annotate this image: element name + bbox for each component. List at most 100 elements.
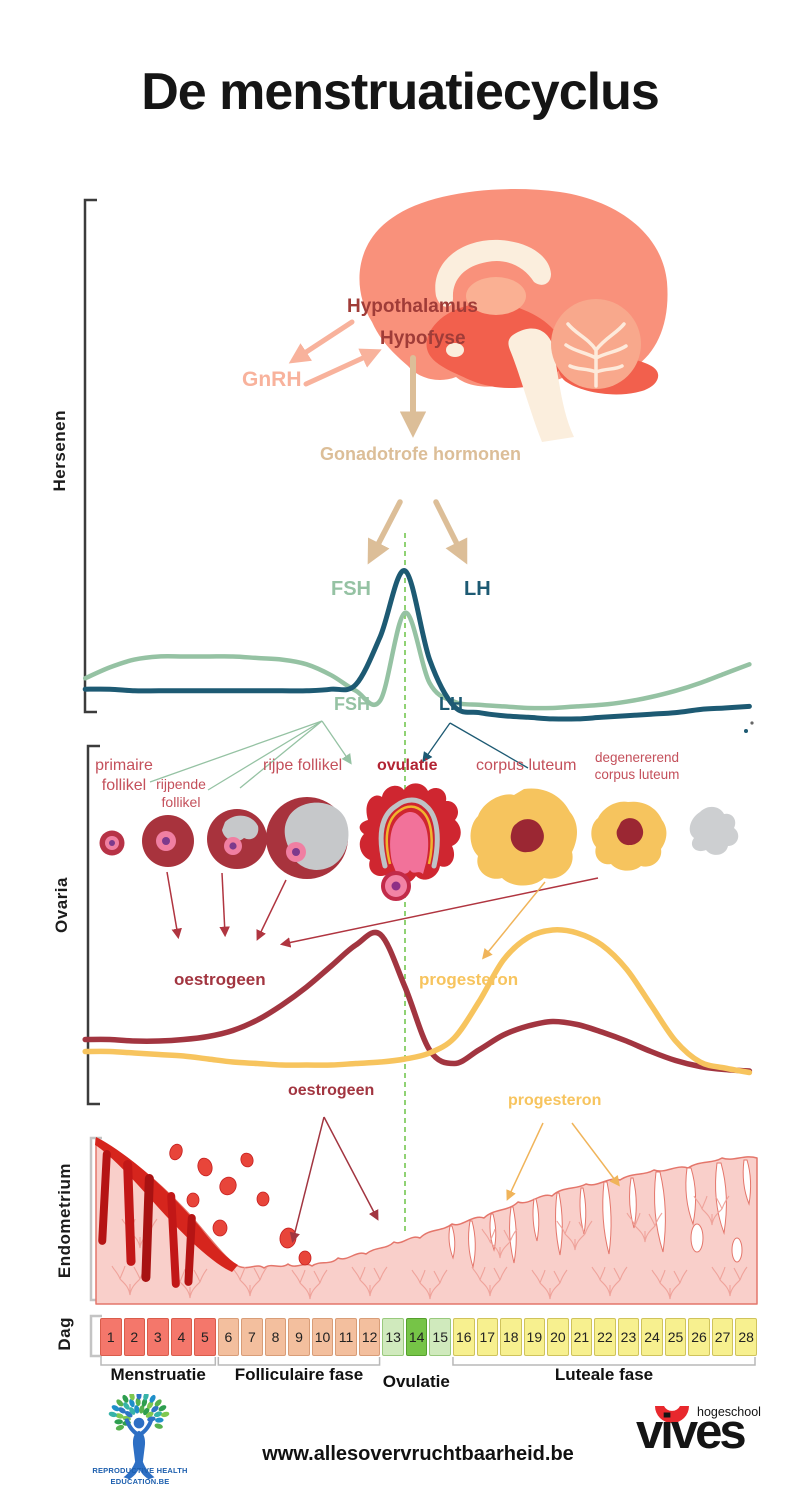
hypothalamus-label: Hypothalamus <box>347 296 478 317</box>
leaf <box>154 1423 163 1429</box>
fsh-fan-lines <box>149 720 352 791</box>
day-cell-9: 9 <box>288 1318 310 1356</box>
stage-label-rijpe-follikel: rijpe follikel <box>263 757 343 774</box>
day-cell-6: 6 <box>217 1318 240 1356</box>
section-label-endometrium: Endometrium <box>55 1163 74 1279</box>
day-cell-8: 8 <box>264 1318 287 1356</box>
day-cell-5: 5 <box>194 1318 216 1356</box>
leaf <box>115 1424 125 1431</box>
endo-progesteron-arrows <box>506 1122 620 1201</box>
vives-logo-text: vives <box>636 1405 747 1459</box>
phase-bracket <box>100 1357 217 1366</box>
day-cell-7: 7 <box>241 1318 263 1356</box>
day-cell-21: 21 <box>570 1318 593 1356</box>
gnrh-label: GnRH <box>242 368 302 391</box>
day-row: 1 2 3 4 5 6 7 8 9 10 11 12 13 14 15 16 17 18 19 20 21 22 23 24 2… <box>100 1318 757 1356</box>
leaf <box>155 1417 164 1423</box>
leaf <box>160 1411 170 1418</box>
corpus-luteum-graphic <box>470 788 577 886</box>
leaf <box>149 1394 156 1403</box>
gonadotrofe-arrows <box>367 499 468 565</box>
tree-figure <box>123 1417 155 1480</box>
day-cell-4: 4 <box>170 1318 193 1356</box>
leaf <box>141 1398 148 1407</box>
day-cell-20: 20 <box>547 1318 569 1356</box>
fsh-label-below: FSH <box>334 694 370 714</box>
ovaria-bracket <box>86 744 100 1106</box>
leaf <box>111 1405 120 1412</box>
endo-oestrogeen-arrows <box>289 1116 379 1244</box>
stage-label-ovulatie: ovulatie <box>377 757 438 774</box>
leaf <box>122 1394 129 1403</box>
phase-label-luteale-fase: Luteale fase <box>554 1365 654 1384</box>
primaire-follikel-graphic <box>99 830 125 856</box>
ovulatie-graphic <box>359 783 461 901</box>
oestrogeen-source-arrows <box>166 871 599 948</box>
day-cell-25: 25 <box>664 1318 687 1356</box>
degenerated-remnant-graphic <box>689 806 739 855</box>
vives-smile-icon <box>655 1406 689 1423</box>
stray-teal-mark <box>744 729 748 733</box>
phase-brackets <box>100 1357 756 1366</box>
gnrh-arrows <box>288 319 382 387</box>
leaf <box>143 1394 149 1401</box>
day-cell-18: 18 <box>500 1318 522 1356</box>
leaf <box>129 1394 135 1401</box>
leaf <box>116 1399 124 1407</box>
lh-label: LH <box>464 578 491 600</box>
oestrogeen-label-endo: oestrogeen <box>288 1082 375 1099</box>
follikel-2-graphic <box>142 815 194 867</box>
leaf <box>139 1405 145 1414</box>
leaf <box>153 1411 163 1418</box>
leaf <box>134 1405 140 1414</box>
stage-label-rijpende-follikel: rijpende follikel <box>156 776 206 810</box>
rijpe-follikel-graphic <box>266 797 349 879</box>
phase-bracket <box>452 1357 756 1366</box>
page-title: De menstruatiecyclus <box>141 63 660 121</box>
hypofyse-label: Hypofyse <box>380 328 466 349</box>
lh-fan-lines <box>422 722 529 769</box>
stage-label-corpus-luteum: corpus luteum <box>476 757 577 774</box>
progesteron-label-ovaria: progesteron <box>419 970 519 989</box>
menstruation-blood <box>95 1137 312 1288</box>
day-cell-11: 11 <box>335 1318 357 1356</box>
day-cell-23: 23 <box>617 1318 640 1356</box>
day-cell-3: 3 <box>147 1318 169 1356</box>
day-cell-2: 2 <box>123 1318 146 1356</box>
leaf <box>135 1397 141 1407</box>
day-cell-17: 17 <box>476 1318 499 1356</box>
vives-hogeschool-label: hogeschool <box>697 1405 761 1419</box>
ovarian-hormone-curves <box>82 927 753 1076</box>
follicle-stages <box>99 783 739 901</box>
stage-label-degenererend: degenererend corpus luteum <box>594 750 680 782</box>
day-cell-1: 1 <box>100 1318 122 1356</box>
day-cell-10: 10 <box>311 1318 334 1356</box>
fsh-label: FSH <box>331 578 371 600</box>
day-cell-14: 14 <box>405 1318 428 1356</box>
leaf <box>129 1398 135 1408</box>
leaf <box>114 1419 123 1425</box>
day-cell-24: 24 <box>641 1318 663 1356</box>
tree-leaves <box>108 1394 170 1431</box>
reproductive-health-logo <box>108 1394 170 1480</box>
progesteron-label-endo: progesteron <box>508 1092 602 1109</box>
stray-mark <box>750 721 754 725</box>
section-label-hersenen: Hersenen <box>50 410 69 492</box>
dag-bracket <box>89 1314 102 1358</box>
day-cell-27: 27 <box>711 1318 734 1356</box>
section-label-dag: Dag <box>55 1317 74 1351</box>
day-cell-16: 16 <box>452 1318 475 1356</box>
day-cell-22: 22 <box>594 1318 616 1356</box>
phase-label-folliculaire-fase: Folliculaire fase <box>234 1365 364 1384</box>
progesteron-curve <box>82 927 753 1076</box>
rhe-logo-line2: EDUCATION.BE <box>110 1477 170 1486</box>
leaf <box>136 1394 142 1400</box>
leaf <box>154 1399 162 1407</box>
oestrogeen-label-ovaria: oestrogeen <box>174 970 266 989</box>
leaf <box>158 1405 167 1412</box>
leaf <box>145 1411 154 1418</box>
phase-label-ovulatie: Ovulatie <box>382 1372 450 1391</box>
day-cell-12: 12 <box>358 1318 381 1356</box>
